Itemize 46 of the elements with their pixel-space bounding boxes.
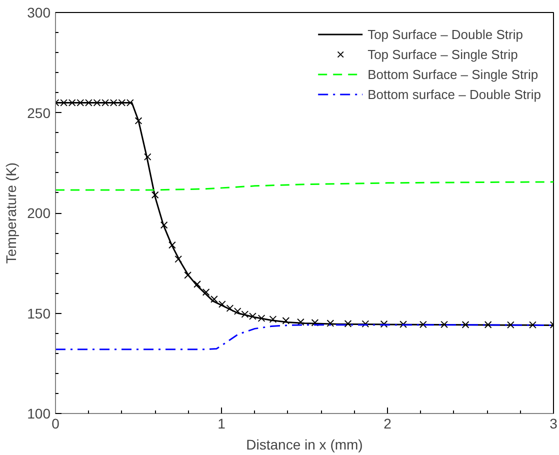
point — [210, 296, 218, 303]
x-tick-label: 1 — [218, 416, 226, 432]
point — [234, 308, 242, 315]
point — [218, 300, 226, 308]
point — [184, 271, 192, 279]
point — [160, 221, 168, 229]
point — [462, 320, 470, 328]
point — [362, 320, 370, 328]
point — [282, 316, 290, 324]
point — [144, 153, 152, 161]
point — [420, 320, 427, 328]
y-tick-label: 150 — [27, 305, 51, 322]
point — [134, 117, 142, 124]
point — [506, 321, 514, 329]
legend-label: Bottom Surface – Single Strip — [368, 66, 538, 82]
y-tick-label: 200 — [27, 205, 51, 221]
legend-label: Top Surface – Double Strip — [368, 26, 523, 42]
x-tick-label: 2 — [384, 416, 392, 432]
point — [168, 241, 176, 249]
point — [258, 314, 266, 322]
point — [194, 280, 201, 288]
y-axis-title: Temperature (K) — [3, 162, 20, 264]
point — [269, 316, 277, 323]
x-tick-label: 3 — [550, 416, 558, 432]
point — [297, 318, 304, 326]
point — [344, 320, 352, 328]
point — [226, 304, 234, 312]
legend-label: Bottom surface – Double Strip — [368, 86, 541, 102]
line-series — [56, 181, 554, 191]
y-tick-label: 100 — [27, 406, 51, 422]
point — [380, 320, 388, 328]
point — [174, 255, 182, 263]
x-tick-label: 0 — [52, 416, 60, 432]
point — [484, 320, 492, 328]
x-axis-title: Distance in x (mm) — [246, 436, 363, 452]
line-series — [56, 324, 554, 350]
point — [311, 318, 319, 326]
point — [440, 320, 448, 328]
point — [151, 191, 159, 199]
point — [400, 320, 407, 328]
y-tick-label: 250 — [27, 104, 51, 121]
y-tick-label: 300 — [27, 4, 51, 20]
point — [202, 288, 210, 296]
point — [529, 321, 536, 329]
legend-label: Top Surface – Single Strip — [368, 46, 518, 62]
point — [326, 320, 334, 327]
